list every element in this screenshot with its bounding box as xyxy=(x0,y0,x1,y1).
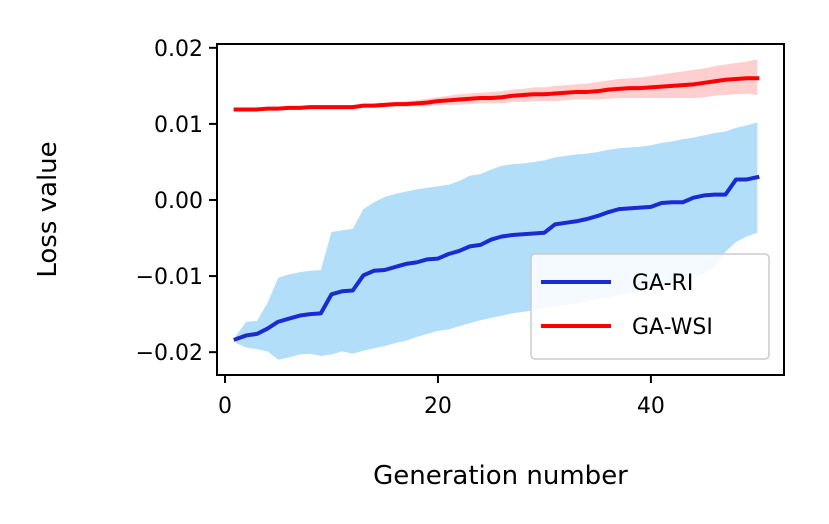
x-tick-label: 40 xyxy=(637,394,665,419)
legend-box xyxy=(530,253,770,360)
band-ga-wsi xyxy=(235,59,758,111)
legend-label-ga-wsi: GA-WSI xyxy=(632,315,713,340)
band-ga-ri xyxy=(235,122,758,360)
x-axis-label: Generation number xyxy=(373,461,628,491)
series-line-ga-wsi xyxy=(233,76,760,112)
plot-frame xyxy=(216,43,785,376)
y-tick-label: 0.02 xyxy=(154,37,203,62)
y-axis-ticks: −0.02 −0.01 0.00 0.01 0.02 xyxy=(136,37,217,366)
x-tick-label: 0 xyxy=(218,394,232,419)
x-tick-label: 20 xyxy=(424,394,452,419)
confidence-bands xyxy=(235,59,758,360)
x-axis-ticks: 0 20 40 xyxy=(218,375,665,419)
y-tick-label: 0.01 xyxy=(154,113,203,138)
y-tick-label: −0.02 xyxy=(136,341,203,366)
y-axis-label: Loss value xyxy=(33,141,63,277)
y-tick-label: 0.00 xyxy=(154,189,203,214)
y-tick-label: −0.01 xyxy=(136,265,203,290)
series-line-ga-ri xyxy=(233,174,760,342)
series-lines xyxy=(233,76,760,342)
legend: GA-RI GA-WSI xyxy=(530,253,770,360)
legend-label-ga-ri: GA-RI xyxy=(632,271,693,296)
